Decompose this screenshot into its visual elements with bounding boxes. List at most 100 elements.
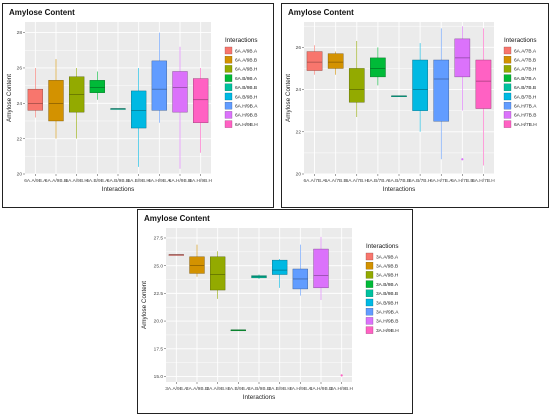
box — [48, 80, 64, 122]
legend-label: 6A.B/9B.A — [235, 76, 258, 82]
outlier-point — [340, 374, 343, 377]
legend-swatch — [503, 74, 512, 82]
box — [131, 90, 147, 129]
legend-label: 6A.H/7B.A — [514, 104, 537, 110]
legend-label: 6A.B/7B.B — [514, 85, 536, 91]
legend-label: 3A.A/9B.H — [376, 273, 399, 279]
chart-title: Amylose Content — [9, 8, 75, 17]
legend-swatch — [503, 102, 512, 110]
legend-label: 6A.A/7B.H — [514, 67, 537, 73]
box — [313, 248, 329, 289]
x-tick-label: 6A.H/9B.H — [189, 178, 212, 184]
legend-label: 6A.A/7B.A — [514, 48, 537, 54]
legend-swatch — [365, 317, 374, 325]
chart-title: Amylose Content — [144, 214, 210, 223]
y-axis-label: Amylose Content — [285, 74, 292, 122]
legend-label: 6A.H/7B.H — [514, 122, 537, 128]
boxplot-6a-9b: Amylose Content20222426286A.A/9B.A6A.A/9… — [6, 8, 258, 193]
chart-panel-3a-9b: Amylose Content 15.0 17.5 20.0 22.5 25.0 27.5 3… — [137, 209, 413, 414]
x-tick-label: 3A.A/9B.A — [165, 386, 188, 392]
x-tick-label: 6A.A/9B.B — [45, 178, 67, 184]
legend-swatch — [503, 92, 512, 101]
legend-swatch — [365, 262, 374, 270]
chart-panel-6a-9b: Amylose Content 20 22 24 26 28 6A.A/9B.A 6A.A/9… — [2, 3, 274, 208]
x-tick-label: 3A.B/9B.B — [248, 386, 270, 392]
legend-label: 3A.B/9B.B — [376, 291, 398, 297]
legend-label: 6A.H/9B.H — [235, 122, 258, 128]
y-tick-label: 22.5 — [154, 291, 164, 297]
legend-title: Interactions — [225, 37, 258, 44]
y-tick-label: 20 — [17, 172, 23, 178]
x-tick-label: 6A.B/7B.B — [388, 178, 410, 184]
box — [412, 59, 428, 111]
legend-swatch — [365, 252, 374, 261]
y-tick-label: 26 — [17, 66, 23, 72]
x-tick-label: 6A.B/9B.B — [107, 178, 129, 184]
x-tick-label: 3A.A/9B.B — [186, 386, 208, 392]
x-tick-label: 3A.H/9B.B — [310, 386, 332, 392]
y-tick-label: 28 — [17, 30, 23, 36]
box — [172, 71, 188, 113]
legend-swatch — [503, 120, 512, 128]
box — [348, 68, 365, 103]
x-tick-label: 6A.H/9B.A — [148, 178, 171, 184]
y-axis-label: Amylose Content — [6, 74, 13, 122]
legend-swatch — [224, 56, 233, 64]
x-tick-label: 6A.A/7B.H — [346, 178, 369, 184]
x-tick-label: 3A.H/9B.H — [330, 386, 353, 392]
x-tick-label: 6A.A/9B.A — [24, 178, 47, 184]
y-tick-label: 15.0 — [154, 374, 164, 380]
legend-swatch — [224, 120, 233, 128]
legend-label: 6A.A/7B.B — [514, 58, 536, 64]
y-tick-label: 22 — [296, 129, 302, 135]
legend-label: 6A.B/7B.A — [514, 76, 537, 82]
legend-label: 6A.A/9B.B — [235, 58, 257, 64]
y-tick-label: 17.5 — [154, 346, 164, 352]
x-tick-label: 6A.H/7B.B — [451, 178, 473, 184]
legend-swatch — [365, 271, 374, 279]
x-tick-label: 6A.B/9B.A — [86, 178, 109, 184]
y-tick-label: 24 — [17, 101, 23, 107]
legend-swatch — [224, 83, 233, 91]
legend-swatch — [224, 111, 233, 119]
x-tick-label: 6A.H/7B.H — [472, 178, 495, 184]
boxplot-6a-7b: Amylose Content202224266A.A/7B.A6A.A/7B.… — [285, 8, 537, 193]
box — [151, 60, 167, 111]
y-axis-label: Amylose Content — [141, 281, 148, 329]
x-axis-label: Interactions — [383, 186, 416, 193]
x-tick-label: 3A.B/9B.A — [227, 386, 250, 392]
box — [433, 59, 450, 122]
legend-swatch — [365, 298, 374, 307]
y-tick-label: 25.0 — [154, 263, 164, 269]
legend-label: 3A.H/9B.H — [376, 328, 399, 334]
legend-label: 6A.A/9B.A — [235, 48, 258, 54]
legend-swatch — [224, 46, 233, 55]
x-tick-label: 3A.A/9B.H — [206, 386, 229, 392]
box — [193, 78, 209, 123]
x-tick-label: 3A.H/9B.A — [289, 386, 312, 392]
y-tick-label: 26 — [296, 45, 302, 51]
x-tick-label: 6A.A/7B.A — [303, 178, 326, 184]
box — [189, 256, 205, 274]
y-tick-label: 20 — [296, 172, 302, 178]
legend-label: 3A.B/9B.H — [376, 300, 399, 306]
legend-swatch — [365, 326, 374, 334]
legend-label: 3A.A/9B.A — [376, 254, 399, 260]
legend-swatch — [503, 56, 512, 64]
x-tick-label: 6A.H/7B.A — [430, 178, 453, 184]
chart-title: Amylose Content — [288, 8, 354, 17]
legend-label: 6A.H/9B.A — [235, 104, 258, 110]
x-tick-label: 6A.B/9B.H — [127, 178, 150, 184]
legend-swatch — [503, 46, 512, 55]
x-tick-label: 6A.B/7B.A — [367, 178, 390, 184]
box — [306, 51, 323, 71]
legend-swatch — [224, 65, 233, 73]
y-tick-label: 27.5 — [154, 236, 164, 242]
legend-swatch — [224, 92, 233, 101]
box — [272, 259, 288, 275]
x-tick-label: 6A.B/7B.H — [409, 178, 432, 184]
legend-swatch — [503, 111, 512, 119]
legend-label: 3A.H/9B.B — [376, 319, 398, 325]
legend-swatch — [224, 74, 233, 82]
x-axis-label: Interactions — [243, 394, 276, 401]
